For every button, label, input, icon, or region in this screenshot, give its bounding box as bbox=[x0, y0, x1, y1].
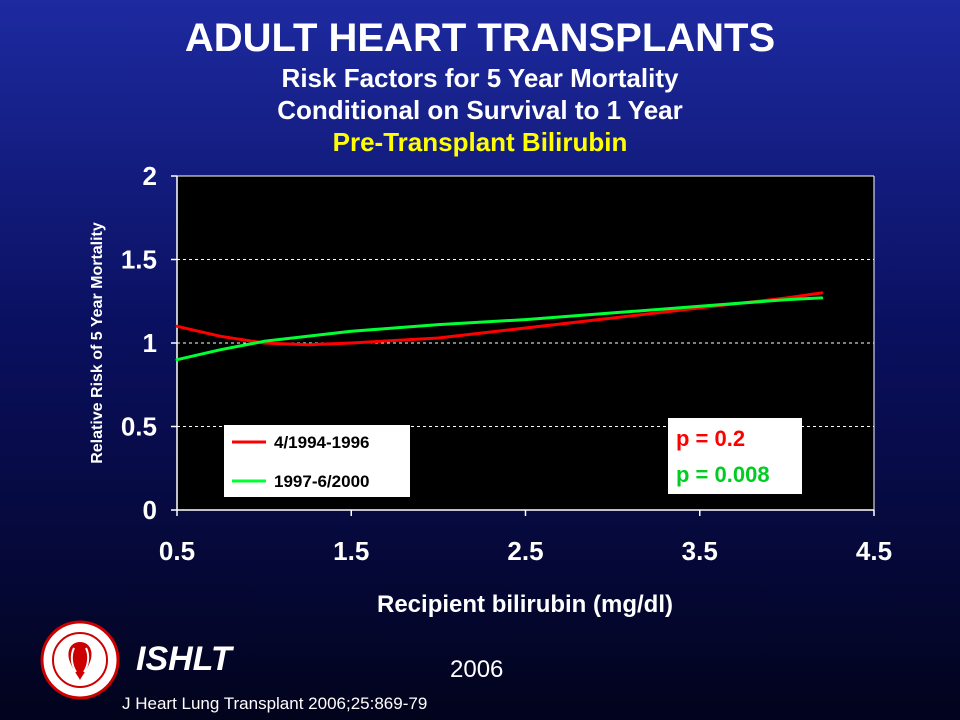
y-tick-label-1: 0.5 bbox=[121, 412, 157, 442]
y-tick-label-0: 0 bbox=[143, 495, 157, 525]
x-tick-label-3: 3.5 bbox=[682, 536, 718, 566]
tick-labels: 00.511.520.5 1.5 2.5 3.5 4.5 bbox=[121, 161, 892, 566]
legend: 4/1994-1996 1997-6/2000 bbox=[224, 425, 410, 497]
organization-name: ISHLT bbox=[136, 640, 232, 678]
x-tick-label-4: 4.5 bbox=[856, 536, 892, 566]
x-tick-label-1: 1.5 bbox=[333, 536, 369, 566]
title-block: ADULT HEART TRANSPLANTS Risk Factors for… bbox=[0, 14, 960, 158]
x-tick-label-2: 2.5 bbox=[507, 536, 543, 566]
axes bbox=[171, 175, 875, 516]
year-label: 2006 bbox=[450, 656, 504, 683]
series-line-2 bbox=[175, 296, 824, 362]
legend-label-2: 1997-6/2000 bbox=[274, 472, 369, 491]
p-value-box bbox=[668, 418, 802, 494]
p-values: p = 0.2 p = 0.008 bbox=[668, 418, 802, 494]
legend-label-1: 4/1994-1996 bbox=[274, 433, 369, 452]
y-axis-label: Relative Risk of 5 Year Mortality bbox=[89, 222, 106, 464]
legend-box bbox=[224, 425, 410, 497]
citation: J Heart Lung Transplant 2006;25:869-79 bbox=[122, 694, 428, 713]
page-subtitle-2: Conditional on Survival to 1 Year bbox=[277, 95, 683, 125]
x-tick-label-0: 0.5 bbox=[159, 536, 195, 566]
ishlt-logo-icon bbox=[40, 620, 120, 700]
x-axis-label: Recipient bilirubin (mg/dl) bbox=[377, 591, 673, 618]
series-lines bbox=[175, 291, 824, 362]
p-value-2: p = 0.008 bbox=[676, 462, 770, 487]
y-tick-label-3: 1.5 bbox=[121, 245, 157, 275]
page-subtitle-1: Risk Factors for 5 Year Mortality bbox=[281, 63, 679, 93]
page-title: ADULT HEART TRANSPLANTS bbox=[184, 16, 776, 60]
y-tick-label-2: 1 bbox=[143, 328, 157, 358]
page-subtitle-3: Pre-Transplant Bilirubin bbox=[332, 127, 628, 157]
y-tick-label-4: 2 bbox=[143, 161, 157, 191]
p-value-1: p = 0.2 bbox=[676, 426, 745, 451]
